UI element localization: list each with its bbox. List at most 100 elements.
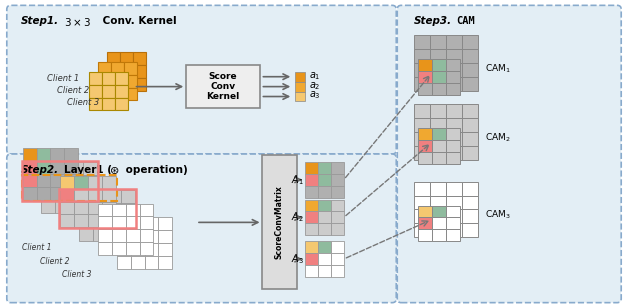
FancyBboxPatch shape <box>430 118 446 132</box>
FancyBboxPatch shape <box>115 85 127 98</box>
FancyBboxPatch shape <box>41 175 55 188</box>
FancyBboxPatch shape <box>23 148 36 161</box>
FancyBboxPatch shape <box>60 214 74 227</box>
FancyBboxPatch shape <box>133 65 146 78</box>
FancyBboxPatch shape <box>102 85 115 98</box>
Text: operation): operation) <box>122 165 188 175</box>
FancyBboxPatch shape <box>98 229 112 242</box>
FancyBboxPatch shape <box>88 176 102 189</box>
FancyBboxPatch shape <box>158 243 172 256</box>
FancyBboxPatch shape <box>414 118 430 132</box>
Text: $A_2$: $A_2$ <box>291 211 304 224</box>
FancyBboxPatch shape <box>112 242 126 255</box>
FancyBboxPatch shape <box>131 217 144 230</box>
FancyBboxPatch shape <box>102 189 116 201</box>
Text: Step2.: Step2. <box>21 165 59 175</box>
FancyBboxPatch shape <box>107 190 121 203</box>
FancyBboxPatch shape <box>305 241 318 253</box>
FancyBboxPatch shape <box>432 205 446 217</box>
FancyBboxPatch shape <box>36 161 50 174</box>
FancyBboxPatch shape <box>432 152 446 164</box>
FancyBboxPatch shape <box>305 265 318 277</box>
FancyBboxPatch shape <box>64 148 78 161</box>
FancyBboxPatch shape <box>446 146 462 160</box>
FancyBboxPatch shape <box>88 201 102 214</box>
FancyBboxPatch shape <box>79 228 93 241</box>
FancyBboxPatch shape <box>55 188 69 201</box>
Text: Layer1 (: Layer1 ( <box>64 165 112 175</box>
FancyBboxPatch shape <box>418 128 432 140</box>
FancyBboxPatch shape <box>79 190 93 203</box>
FancyBboxPatch shape <box>117 256 131 269</box>
FancyBboxPatch shape <box>295 91 305 101</box>
FancyBboxPatch shape <box>462 196 477 209</box>
FancyBboxPatch shape <box>318 200 331 212</box>
FancyBboxPatch shape <box>414 77 430 91</box>
Text: $\mathrm{CAM}_2$: $\mathrm{CAM}_2$ <box>485 132 511 144</box>
Text: $3 \times 3$: $3 \times 3$ <box>64 16 91 28</box>
FancyBboxPatch shape <box>102 214 116 227</box>
FancyBboxPatch shape <box>121 203 134 215</box>
FancyBboxPatch shape <box>446 217 460 229</box>
FancyBboxPatch shape <box>83 188 97 201</box>
FancyBboxPatch shape <box>430 209 446 223</box>
FancyBboxPatch shape <box>430 223 446 237</box>
FancyBboxPatch shape <box>430 77 446 91</box>
FancyBboxPatch shape <box>318 253 331 265</box>
FancyBboxPatch shape <box>111 75 124 87</box>
FancyBboxPatch shape <box>98 242 112 255</box>
Text: Client 2: Client 2 <box>40 257 70 265</box>
FancyBboxPatch shape <box>430 146 446 160</box>
FancyBboxPatch shape <box>432 140 446 152</box>
FancyBboxPatch shape <box>23 161 36 174</box>
FancyBboxPatch shape <box>446 104 462 118</box>
FancyBboxPatch shape <box>418 140 432 152</box>
FancyBboxPatch shape <box>318 174 331 186</box>
FancyBboxPatch shape <box>331 265 344 277</box>
FancyBboxPatch shape <box>126 229 139 242</box>
FancyBboxPatch shape <box>50 148 64 161</box>
FancyBboxPatch shape <box>144 256 158 269</box>
FancyBboxPatch shape <box>124 75 137 87</box>
FancyBboxPatch shape <box>74 189 88 201</box>
FancyBboxPatch shape <box>462 63 477 77</box>
FancyBboxPatch shape <box>83 175 97 188</box>
FancyBboxPatch shape <box>79 215 93 228</box>
FancyBboxPatch shape <box>139 204 153 217</box>
FancyBboxPatch shape <box>23 174 36 187</box>
FancyBboxPatch shape <box>88 214 102 227</box>
FancyBboxPatch shape <box>414 196 430 209</box>
FancyBboxPatch shape <box>115 98 127 110</box>
FancyBboxPatch shape <box>102 201 116 214</box>
FancyBboxPatch shape <box>305 162 318 174</box>
FancyBboxPatch shape <box>69 175 83 188</box>
FancyBboxPatch shape <box>446 71 460 83</box>
FancyBboxPatch shape <box>462 35 477 49</box>
FancyBboxPatch shape <box>107 203 121 215</box>
Text: $A_1$: $A_1$ <box>291 173 304 187</box>
FancyBboxPatch shape <box>414 63 430 77</box>
FancyBboxPatch shape <box>331 186 344 198</box>
FancyBboxPatch shape <box>41 188 55 201</box>
FancyBboxPatch shape <box>36 187 50 200</box>
Text: $A_3$: $A_3$ <box>291 252 304 266</box>
Text: $a_2$: $a_2$ <box>309 80 320 91</box>
Text: Client 1: Client 1 <box>48 74 80 83</box>
FancyBboxPatch shape <box>124 62 137 75</box>
FancyBboxPatch shape <box>41 201 55 213</box>
FancyBboxPatch shape <box>7 154 396 303</box>
FancyBboxPatch shape <box>102 176 116 189</box>
FancyBboxPatch shape <box>50 161 64 174</box>
FancyBboxPatch shape <box>98 204 112 217</box>
FancyBboxPatch shape <box>331 174 344 186</box>
FancyBboxPatch shape <box>111 87 124 100</box>
FancyBboxPatch shape <box>432 229 446 241</box>
FancyBboxPatch shape <box>64 174 78 187</box>
FancyBboxPatch shape <box>55 201 69 213</box>
FancyBboxPatch shape <box>318 241 331 253</box>
FancyBboxPatch shape <box>295 82 305 91</box>
FancyBboxPatch shape <box>131 243 144 256</box>
FancyBboxPatch shape <box>318 212 331 223</box>
FancyBboxPatch shape <box>117 217 131 230</box>
Text: Step1.: Step1. <box>21 16 59 26</box>
